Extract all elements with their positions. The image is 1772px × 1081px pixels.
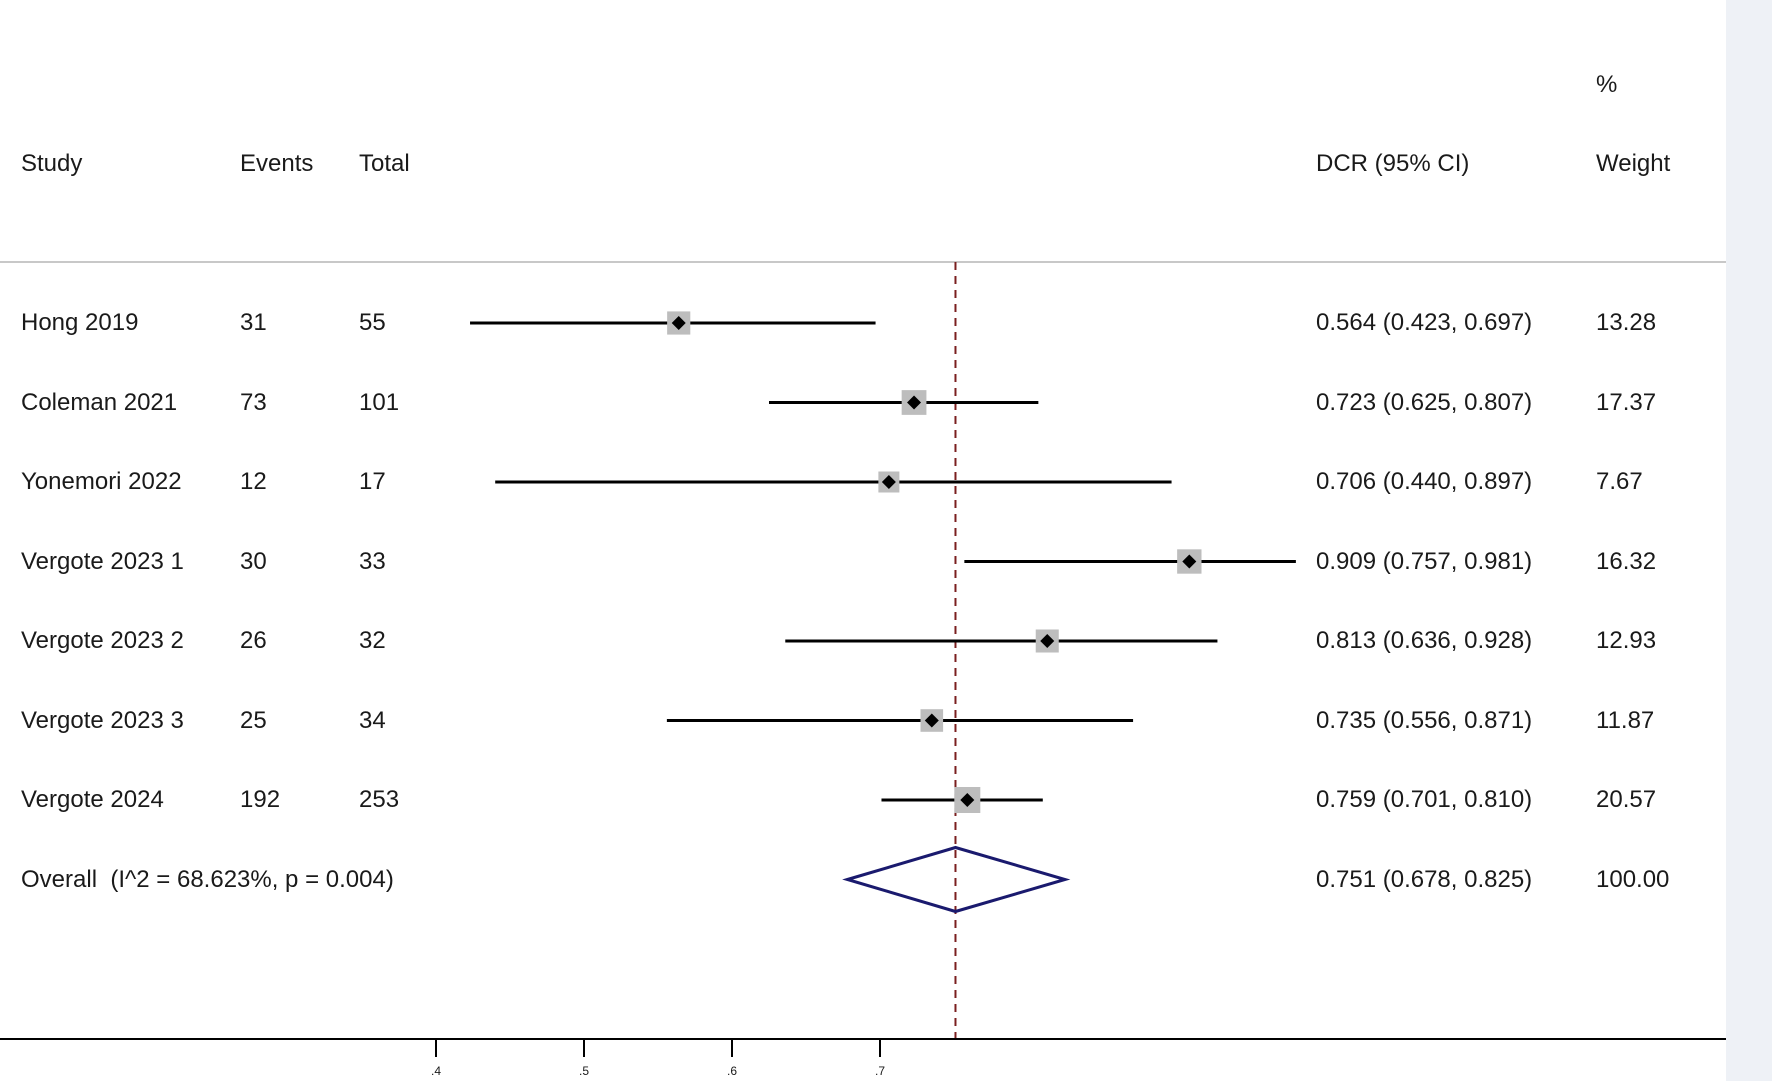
study-name: Vergote 2023 2 [21,627,184,654]
forest-plot-area [0,0,1726,1081]
header-events: Events [240,150,314,177]
x-axis-tick-label: .4 [431,1064,441,1078]
study-total: 253 [359,786,400,813]
study-weight: 7.67 [1596,468,1643,495]
study-events: 12 [240,468,267,495]
header-weight-percent: % [1596,71,1618,98]
study-weight: 16.32 [1596,547,1657,575]
study-weight: 17.37 [1596,388,1657,416]
study-total: 17 [359,468,386,495]
overall-ci-text: 0.751 (0.678, 0.825) [1316,865,1533,893]
study-point-estimate [907,395,922,410]
study-total: 32 [359,627,386,654]
study-name: Yonemori 2022 [21,468,182,495]
x-axis-tick-label: .6 [727,1064,737,1078]
study-ci-text: 0.813 (0.636, 0.928) [1316,627,1533,654]
study-ci-text: 0.706 (0.440, 0.897) [1316,468,1533,495]
study-total: 101 [359,388,400,416]
study-point-estimate [1182,554,1197,569]
header-study: Study [21,150,83,177]
study-total: 55 [359,309,386,336]
study-ci-text: 0.564 (0.423, 0.697) [1316,309,1533,336]
overall-label: Overall (I^2 = 68.623%, p = 0.004) [21,865,394,893]
study-point-estimate [881,475,896,489]
study-weight: 13.28 [1596,309,1657,336]
x-axis-tick-label: .7 [875,1064,885,1078]
study-ci-text: 0.735 (0.556, 0.871) [1316,706,1533,734]
study-name: Hong 2019 [21,309,139,336]
study-weight: 12.93 [1596,627,1657,654]
right-margin-strip [1726,0,1772,1081]
study-ci-text: 0.759 (0.701, 0.810) [1316,786,1533,813]
header-weight: Weight [1596,150,1671,177]
study-ci-text: 0.909 (0.757, 0.981) [1316,547,1533,575]
study-events: 25 [240,706,267,734]
study-total: 33 [359,547,386,575]
study-point-estimate [960,793,975,807]
study-name: Vergote 2024 [21,786,164,813]
study-point-estimate [671,316,686,330]
study-point-estimate [924,713,939,728]
x-axis-tick-label: .5 [579,1064,589,1078]
study-events: 26 [240,627,267,654]
overall-weight: 100.00 [1596,865,1670,893]
study-total: 34 [359,706,386,734]
study-events: 31 [240,309,267,336]
study-name: Vergote 2023 1 [21,547,184,575]
study-point-estimate [1040,634,1055,648]
overall-diamond [842,845,1071,914]
study-weight: 20.57 [1596,786,1657,813]
study-ci-text: 0.723 (0.625, 0.807) [1316,388,1533,416]
study-events: 30 [240,547,267,575]
study-name: Vergote 2023 3 [21,706,184,734]
study-name: Coleman 2021 [21,388,178,416]
header-total: Total [359,150,410,177]
study-events: 73 [240,388,267,416]
study-weight: 11.87 [1596,706,1655,734]
study-events: 192 [240,786,281,813]
header-estimate: DCR (95% CI) [1316,150,1470,177]
